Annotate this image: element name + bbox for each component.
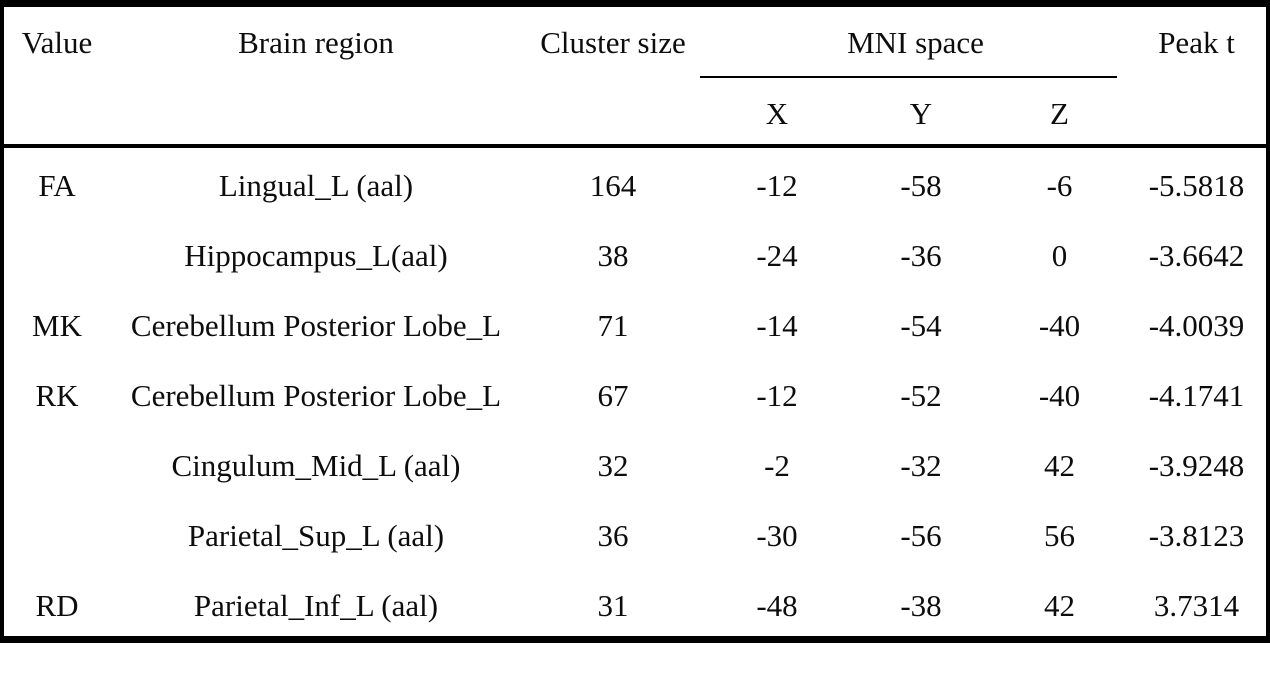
- cell-brain-region: Parietal_Sup_L (aal): [187, 517, 445, 553]
- table-row: RK Cerebellum Posterior Lobe_L 67 -12 -5…: [4, 360, 1266, 430]
- cell-cluster-size: 71: [597, 307, 629, 343]
- col-header-mni-space: MNI space: [847, 24, 984, 60]
- cell-x: -24: [756, 237, 798, 273]
- cell-peak-t: -5.5818: [1148, 167, 1245, 203]
- col-header-z: Z: [1050, 96, 1069, 131]
- cell-y: -54: [900, 307, 942, 343]
- col-header-x: X: [765, 96, 789, 131]
- header-separator-rule: [0, 144, 1270, 148]
- mni-space-underline-rule: [700, 76, 1117, 78]
- cell-brain-region: Parietal_Inf_L (aal): [193, 587, 439, 623]
- right-border-rule: [1266, 0, 1270, 643]
- cell-brain-region: Hippocampus_L(aal): [184, 237, 448, 273]
- cell-value: MK: [32, 307, 82, 343]
- cell-z: 0: [1051, 237, 1068, 273]
- cell-x: -14: [756, 307, 798, 343]
- cell-x: -30: [756, 517, 798, 553]
- subheader-spacer: [110, 77, 522, 150]
- cell-z: 56: [1044, 517, 1075, 553]
- cell-value: [4, 430, 110, 500]
- table-row: Hippocampus_L(aal) 38 -24 -36 0 -3.6642: [4, 220, 1266, 290]
- table-row: Parietal_Sup_L (aal) 36 -30 -56 56 -3.81…: [4, 500, 1266, 570]
- cell-brain-region: Cerebellum Posterior Lobe_L: [130, 377, 502, 413]
- table-row: FA Lingual_L (aal) 164 -12 -58 -6 -5.581…: [4, 150, 1266, 220]
- cell-peak-t: -3.8123: [1148, 517, 1245, 553]
- cell-cluster-size: 38: [597, 237, 629, 273]
- cell-z: -6: [1046, 167, 1073, 203]
- cell-value: RD: [35, 587, 79, 623]
- cell-x: -12: [756, 167, 798, 203]
- table-header-row: Value Brain region Cluster size MNI spac…: [4, 7, 1266, 77]
- top-border-rule: [0, 0, 1270, 7]
- cell-peak-t: -4.1741: [1148, 377, 1245, 413]
- cell-cluster-size: 32: [597, 447, 629, 483]
- results-table: Value Brain region Cluster size MNI spac…: [4, 7, 1266, 640]
- cell-z: 42: [1044, 587, 1075, 623]
- cell-value: RK: [35, 377, 79, 413]
- cell-y: -38: [900, 587, 942, 623]
- cell-peak-t: -4.0039: [1148, 307, 1245, 343]
- cell-y: -32: [900, 447, 942, 483]
- cell-brain-region: Cingulum_Mid_L (aal): [171, 447, 461, 483]
- col-header-y: Y: [909, 96, 933, 131]
- cell-value: [4, 500, 110, 570]
- cell-z: -40: [1038, 307, 1081, 343]
- col-header-brain-region: Brain region: [238, 24, 394, 60]
- table-row: MK Cerebellum Posterior Lobe_L 71 -14 -5…: [4, 290, 1266, 360]
- table-row: Cingulum_Mid_L (aal) 32 -2 -32 42 -3.924…: [4, 430, 1266, 500]
- cell-value: FA: [38, 167, 76, 203]
- cell-value: [4, 220, 110, 290]
- subheader-spacer: [1127, 77, 1266, 150]
- col-header-value: Value: [21, 24, 93, 60]
- subheader-spacer: [522, 77, 704, 150]
- cell-x: -48: [756, 587, 798, 623]
- cell-y: -56: [900, 517, 942, 553]
- cell-z: 42: [1044, 447, 1075, 483]
- cell-z: -40: [1038, 377, 1081, 413]
- cell-cluster-size: 164: [589, 167, 637, 203]
- left-border-rule: [0, 0, 4, 643]
- cell-x: -2: [764, 447, 790, 483]
- cell-peak-t: -3.6642: [1148, 237, 1245, 273]
- cell-y: -58: [900, 167, 942, 203]
- cell-brain-region: Lingual_L (aal): [218, 167, 414, 203]
- cell-cluster-size: 36: [597, 517, 629, 553]
- cell-y: -36: [900, 237, 942, 273]
- table-row: RD Parietal_Inf_L (aal) 31 -48 -38 42 3.…: [4, 570, 1266, 640]
- cell-y: -52: [900, 377, 942, 413]
- cell-brain-region: Cerebellum Posterior Lobe_L: [130, 307, 502, 343]
- cell-x: -12: [756, 377, 798, 413]
- cell-peak-t: 3.7314: [1153, 587, 1240, 623]
- table-subheader-row: X Y Z: [4, 77, 1266, 150]
- subheader-spacer: [4, 77, 110, 150]
- cell-peak-t: -3.9248: [1148, 447, 1245, 483]
- bottom-border-rule: [0, 636, 1270, 643]
- cell-cluster-size: 67: [597, 377, 629, 413]
- cell-cluster-size: 31: [597, 587, 629, 623]
- col-header-cluster-size: Cluster size: [540, 24, 686, 60]
- col-header-peak-t: Peak t: [1158, 24, 1235, 60]
